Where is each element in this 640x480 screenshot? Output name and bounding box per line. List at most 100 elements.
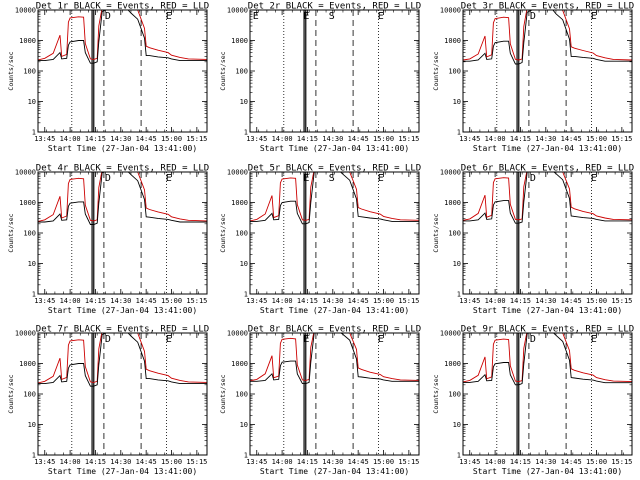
x-tick-label: 15:00 xyxy=(586,135,607,143)
x-tick-label: 15:00 xyxy=(586,297,607,305)
y-tick-label: 1 xyxy=(457,291,461,299)
annotation-letter: D xyxy=(530,11,536,22)
y-tick-label: 1000 xyxy=(444,37,461,45)
y-tick-label: 1000 xyxy=(231,37,248,45)
y-tick-label: 10000 xyxy=(227,169,248,177)
y-axis-label: Counts/sec xyxy=(219,51,227,90)
annotation-letter: E xyxy=(303,334,309,345)
panel-title: Det 7r BLACK = Events, RED = LLD xyxy=(36,325,209,335)
annotation-letter: E xyxy=(378,173,384,184)
series-line-events xyxy=(463,333,632,386)
annotation-letter: E xyxy=(253,11,259,22)
x-tick-label: 15:15 xyxy=(186,135,207,143)
annotation-letter: E xyxy=(591,11,597,22)
y-axis-label: Counts/sec xyxy=(432,213,440,252)
x-tick-label: 14:15 xyxy=(297,458,318,466)
x-tick-label: 14:45 xyxy=(136,458,157,466)
annotation-letter: D xyxy=(105,11,111,22)
annotation-letter: D xyxy=(105,334,111,345)
y-tick-label: 1 xyxy=(32,291,36,299)
series-line-events xyxy=(38,172,207,225)
x-axis-label: Start Time (27-Jan-04 13:41:00) xyxy=(473,306,622,315)
y-tick-label: 100 xyxy=(235,68,248,76)
y-tick-label: 10000 xyxy=(227,330,248,338)
x-tick-label: 15:15 xyxy=(186,297,207,305)
panel-title: Det 2r BLACK = Events, RED = LLD xyxy=(248,2,421,12)
series-line-lld xyxy=(250,172,419,222)
panel-title: Det 8r BLACK = Events, RED = LLD xyxy=(248,325,421,335)
detector-panel-4: Det 4r BLACK = Events, RED = LLD Counts/s… xyxy=(7,164,209,316)
x-tick-label: 15:15 xyxy=(398,135,419,143)
series-line-events xyxy=(463,10,632,65)
y-tick-label: 100 xyxy=(23,230,36,238)
x-tick-label: 13:45 xyxy=(459,135,480,143)
annotation-letter: E xyxy=(378,11,384,22)
series-line-lld xyxy=(38,10,207,61)
plot-frame xyxy=(249,171,420,295)
annotation-letter: E xyxy=(591,334,597,345)
y-tick-label: 100 xyxy=(448,230,461,238)
y-tick-label: 10000 xyxy=(440,7,461,15)
x-tick-label: 13:45 xyxy=(34,297,55,305)
panel-title: Det 3r BLACK = Events, RED = LLD xyxy=(461,2,634,12)
series-line-lld xyxy=(463,333,632,383)
x-tick-label: 14:15 xyxy=(85,135,106,143)
x-tick-label: 13:45 xyxy=(246,458,267,466)
y-tick-label: 10000 xyxy=(15,7,36,15)
annotation-letter: E xyxy=(591,173,597,184)
x-tick-label: 14:45 xyxy=(136,297,157,305)
x-tick-label: 13:45 xyxy=(246,135,267,143)
y-tick-label: 10 xyxy=(28,260,36,268)
x-tick-label: 14:00 xyxy=(60,297,81,305)
plot-frame xyxy=(37,332,208,456)
x-tick-label: 14:00 xyxy=(272,135,293,143)
y-tick-label: 10 xyxy=(28,421,36,429)
x-axis-label: Start Time (27-Jan-04 13:41:00) xyxy=(473,144,622,153)
y-tick-label: 100 xyxy=(448,68,461,76)
x-tick-label: 14:30 xyxy=(110,135,131,143)
y-tick-label: 1 xyxy=(457,129,461,137)
plot-frame xyxy=(462,171,633,295)
annotation-letter: S xyxy=(329,173,335,184)
y-axis-label: Counts/sec xyxy=(432,51,440,90)
x-tick-label: 14:00 xyxy=(60,458,81,466)
plot-frame xyxy=(37,9,208,133)
x-tick-label: 15:15 xyxy=(186,458,207,466)
detector-panel-8: Det 8r BLACK = Events, RED = LLD Counts/s… xyxy=(219,325,421,477)
panel-title: Det 1r BLACK = Events, RED = LLD xyxy=(36,2,209,12)
x-tick-label: 15:15 xyxy=(611,135,632,143)
y-tick-label: 1 xyxy=(32,129,36,137)
annotation-letter: D xyxy=(530,334,536,345)
y-axis-label: Counts/sec xyxy=(219,374,227,413)
y-tick-label: 1000 xyxy=(231,199,248,207)
series-line-events xyxy=(38,333,207,387)
x-tick-label: 14:15 xyxy=(510,135,531,143)
plot-frame xyxy=(249,332,420,456)
y-tick-label: 100 xyxy=(235,391,248,399)
panel-title: Det 9r BLACK = Events, RED = LLD xyxy=(461,325,634,335)
x-tick-label: 14:30 xyxy=(322,135,343,143)
x-axis-label: Start Time (27-Jan-04 13:41:00) xyxy=(260,467,409,476)
annotation-letter: D xyxy=(530,173,536,184)
plot-frame xyxy=(249,9,420,133)
x-axis-label: Start Time (27-Jan-04 13:41:00) xyxy=(260,144,409,153)
x-tick-label: 14:45 xyxy=(561,297,582,305)
y-tick-label: 1000 xyxy=(444,199,461,207)
x-tick-label: 14:30 xyxy=(535,458,556,466)
y-tick-label: 10000 xyxy=(440,330,461,338)
x-tick-label: 14:30 xyxy=(322,297,343,305)
y-tick-label: 1000 xyxy=(444,360,461,368)
x-tick-label: 14:30 xyxy=(110,458,131,466)
detector-panel-7: Det 7r BLACK = Events, RED = LLD Counts/s… xyxy=(7,325,209,477)
panel-title: Det 6r BLACK = Events, RED = LLD xyxy=(461,164,634,174)
detector-panel-2: Det 2r BLACK = Events, RED = LLD Counts/s… xyxy=(219,2,421,154)
x-tick-label: 15:00 xyxy=(373,297,394,305)
x-tick-label: 14:00 xyxy=(485,135,506,143)
y-axis-label: Counts/sec xyxy=(432,374,440,413)
y-axis-label: Counts/sec xyxy=(7,51,15,90)
y-tick-label: 10 xyxy=(240,98,248,106)
y-tick-label: 10000 xyxy=(440,169,461,177)
series-line-events xyxy=(38,10,207,64)
annotation-letter: E xyxy=(303,173,309,184)
